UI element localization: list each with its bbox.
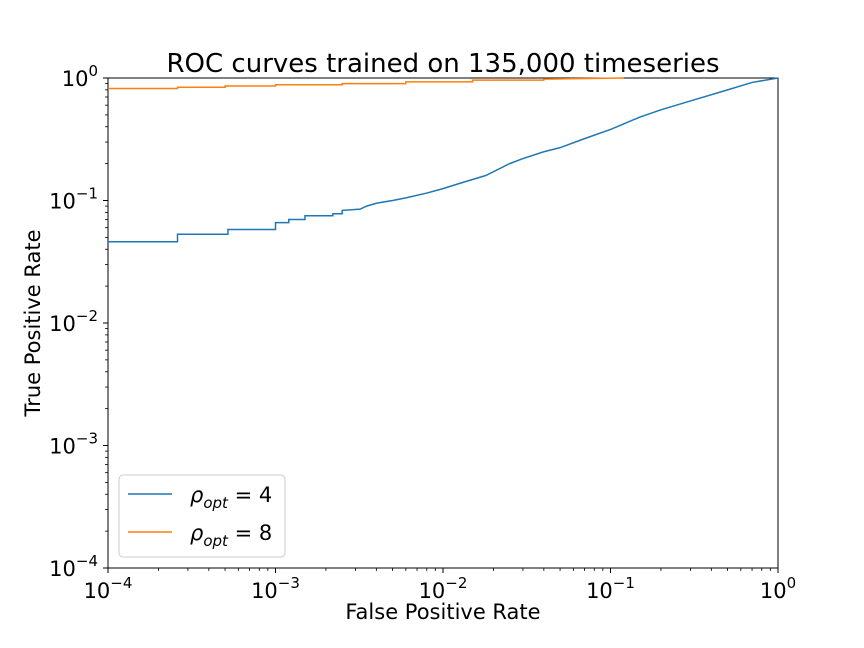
y-tick-label: 10−2 — [49, 307, 98, 336]
y-tick-label: 100 — [62, 62, 98, 91]
x-axis-ticks: 10−4 10−3 10−2 10−1 100 — [84, 568, 796, 603]
y-tick-label: 10−3 — [49, 430, 98, 459]
x-tick-label: 10−1 — [586, 574, 635, 603]
x-tick-label: 10−2 — [419, 574, 468, 603]
legend-label-1: ρopt = 4 — [190, 483, 272, 512]
x-tick-label: 100 — [760, 574, 796, 603]
x-tick-label: 10−4 — [84, 574, 133, 603]
legend-frame — [118, 474, 286, 558]
series-layer — [108, 77, 779, 243]
y-axis-ticks: 10−4 10−3 10−2 10−1 100 — [49, 62, 108, 581]
y-tick-label: 10−4 — [49, 552, 98, 581]
y-axis-label: True Positive Rate — [21, 229, 45, 417]
legend: ρopt = 4 ρopt = 8 — [118, 474, 286, 558]
x-tick-label: 10−3 — [251, 574, 300, 603]
y-tick-label: 10−1 — [49, 185, 98, 214]
legend-label-2: ρopt = 8 — [190, 521, 272, 550]
chart-title: ROC curves trained on 135,000 timeseries — [166, 49, 719, 79]
series-line-1 — [108, 77, 779, 243]
plot-area: 10−4 10−3 10−2 10−1 100 10−4 10−3 10−2 10−1 100 — [49, 62, 796, 603]
series-line-2 — [108, 77, 624, 90]
x-axis-label: False Positive Rate — [345, 600, 540, 624]
